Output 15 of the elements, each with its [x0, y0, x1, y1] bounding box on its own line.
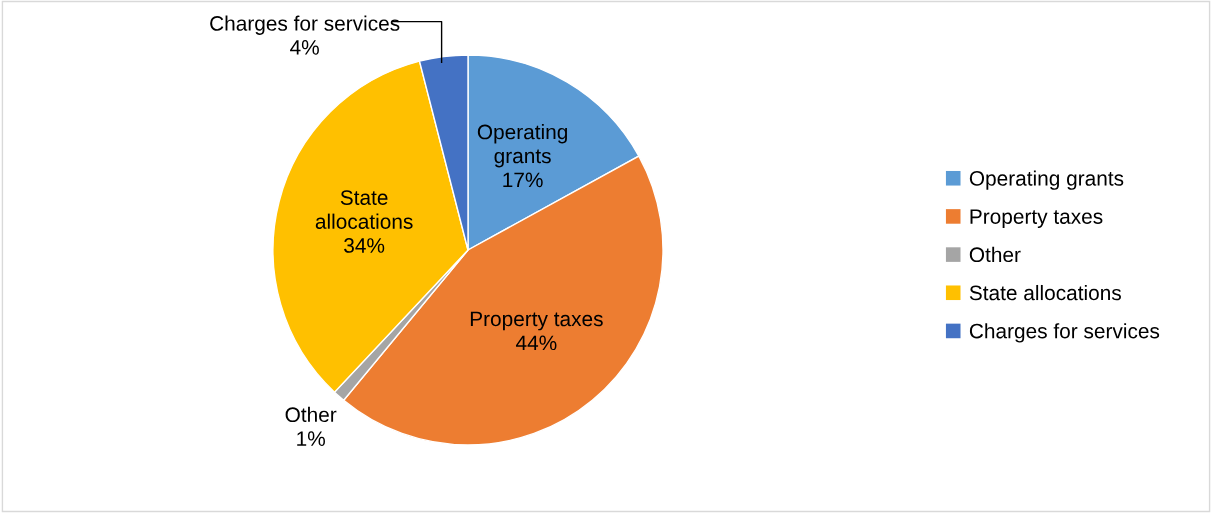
data-label: 1% [297, 431, 325, 446]
slice-label: Operating grants [477, 124, 567, 168]
slice-label: State allocations [315, 190, 413, 229]
data-label: 4% [290, 40, 319, 55]
legend-label: State allocations [969, 284, 1121, 301]
data-label: 44% [515, 335, 557, 351]
slice-label: Charges for services [210, 15, 400, 35]
legend-label: Operating grants [969, 170, 1124, 190]
legend-label: Charges for services [969, 323, 1160, 343]
legend-label: Property taxes [970, 209, 1103, 229]
slice-label: Other [285, 406, 337, 423]
data-label: 17% [503, 172, 543, 188]
legend-label: Other [969, 246, 1021, 263]
data-label: 34% [344, 238, 385, 253]
slice-label: Property taxes [470, 311, 603, 331]
